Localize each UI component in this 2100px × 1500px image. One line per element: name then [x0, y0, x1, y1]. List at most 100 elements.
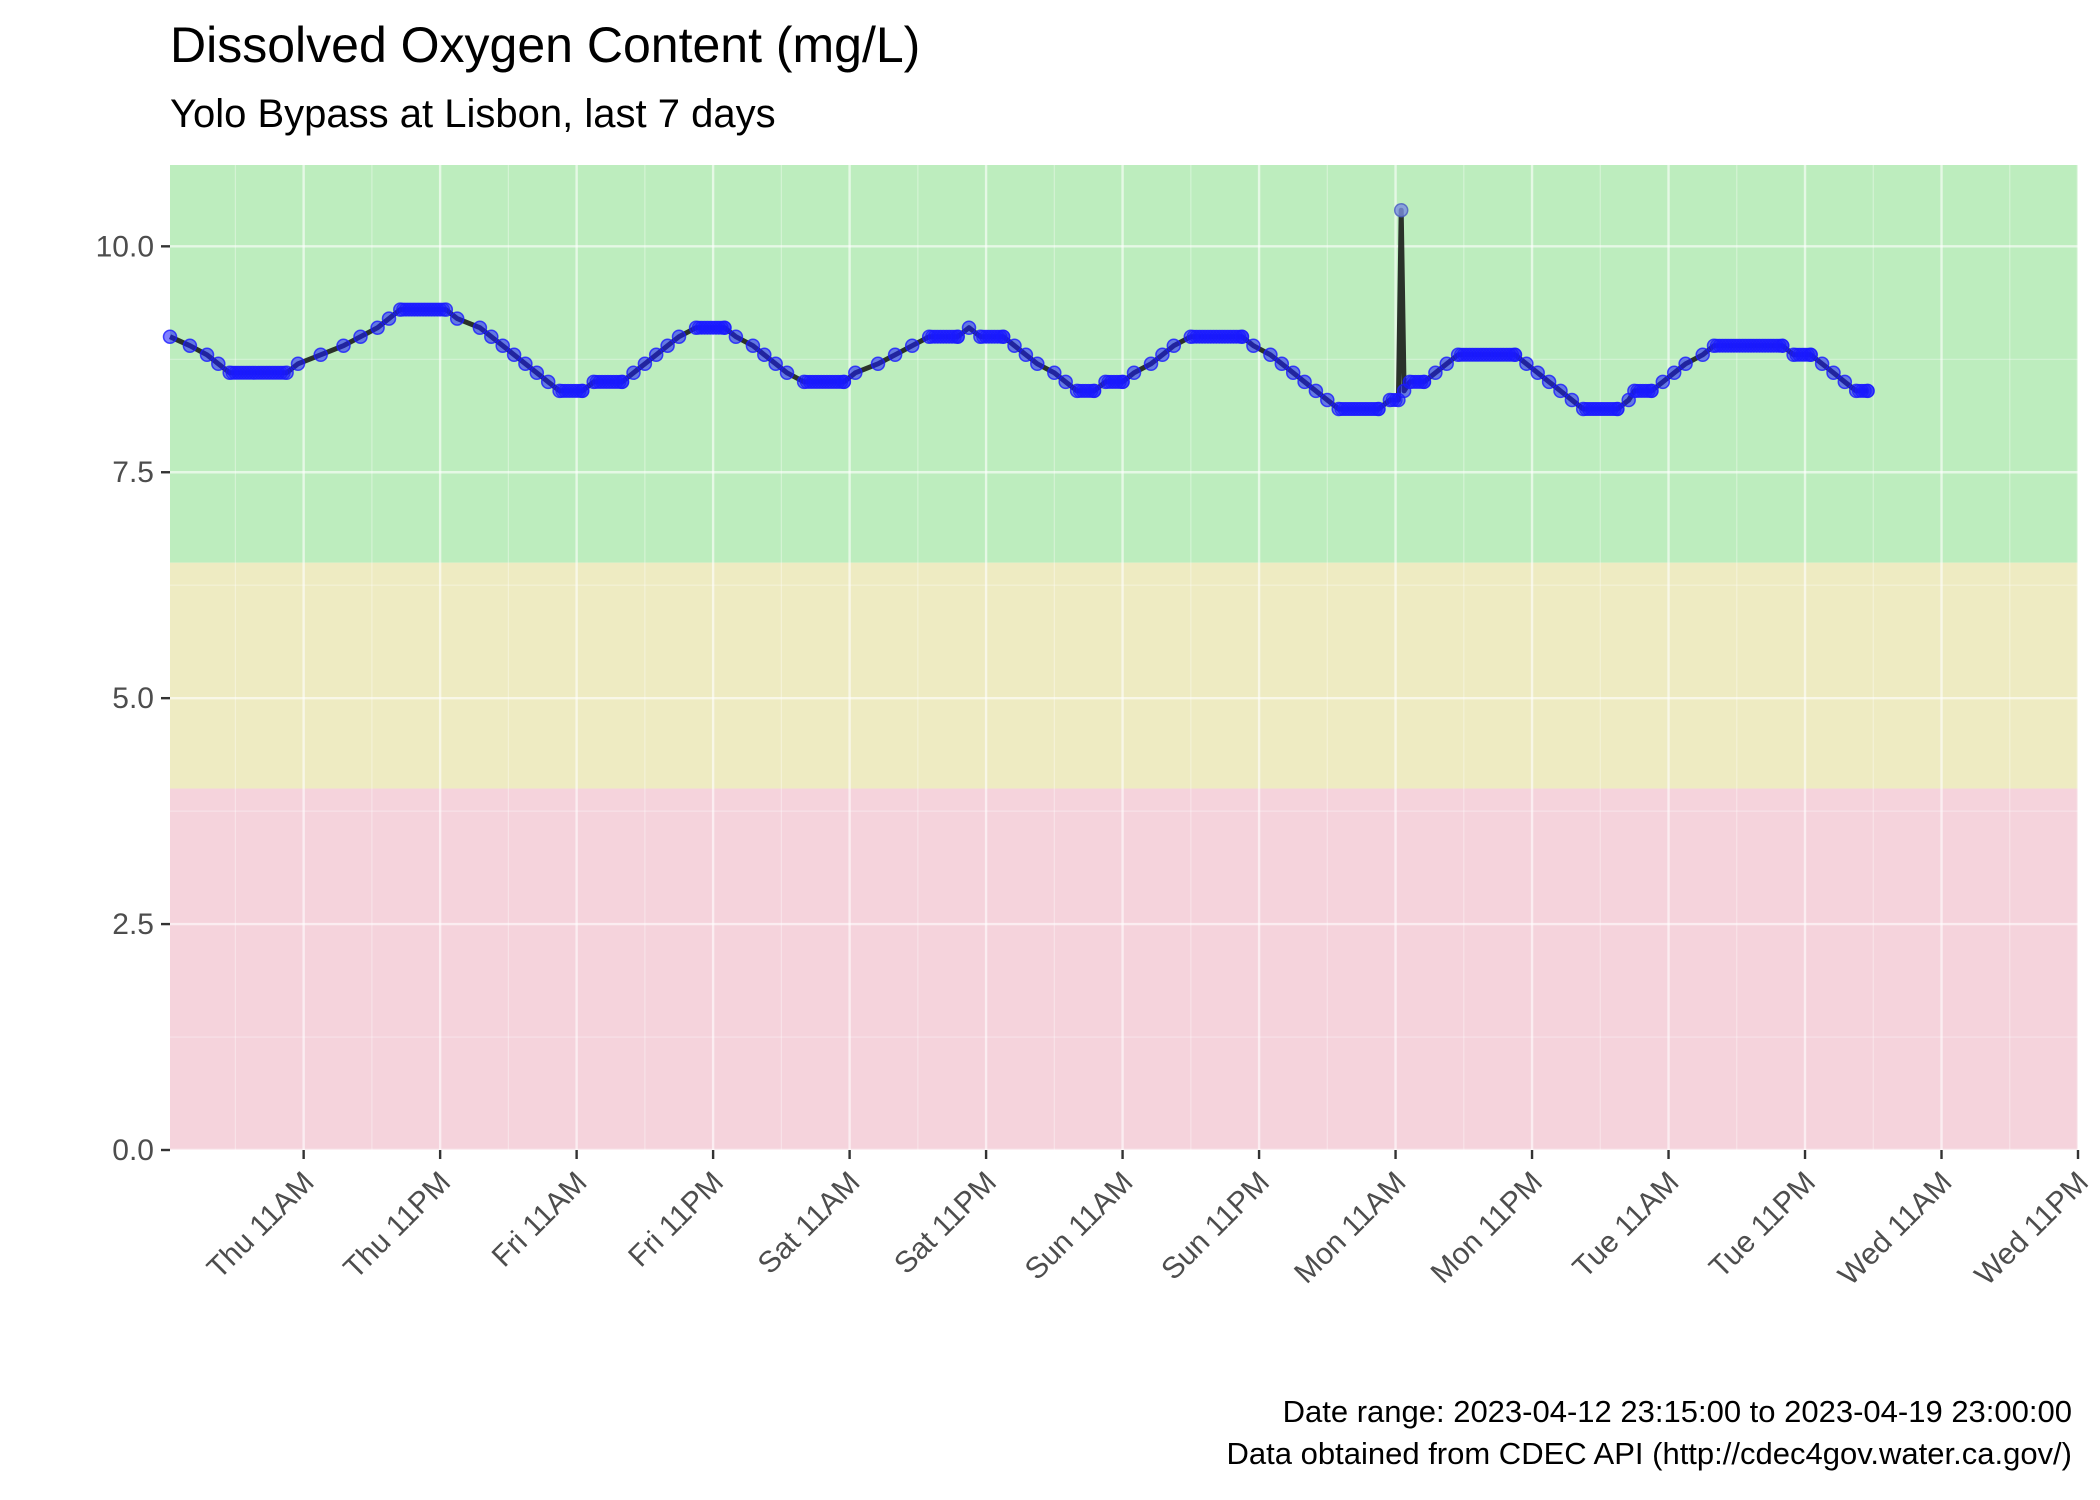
- data-point: [1814, 356, 1830, 372]
- data-point: [222, 365, 237, 381]
- data-point: [1308, 383, 1324, 399]
- x-tick-label: Thu 11AM: [201, 1166, 321, 1286]
- data-point: [1695, 347, 1710, 363]
- data-point: [540, 374, 556, 390]
- data-point: [745, 338, 761, 353]
- data-point: [1069, 383, 1085, 399]
- caption-data-source: Data obtained from CDEC API (http://cdec…: [1226, 1436, 2072, 1471]
- data-point: [1564, 392, 1580, 408]
- data-point: [1285, 365, 1301, 381]
- x-tick-label: Fri 11PM: [622, 1166, 730, 1274]
- caption-date-range: Date range: 2023-04-12 23:15:00 to 2023-…: [1282, 1394, 2072, 1429]
- data-point: [1263, 347, 1278, 363]
- x-tick-label: Thu 11PM: [337, 1166, 457, 1286]
- data-point: [717, 320, 732, 335]
- x-tick-label: Sun 11PM: [1155, 1166, 1276, 1287]
- data-point: [660, 338, 675, 353]
- data-point: [1166, 338, 1182, 353]
- data-point: [1826, 365, 1841, 381]
- data-point: [870, 356, 886, 372]
- data-point: [848, 365, 863, 381]
- data-point: [449, 311, 465, 326]
- y-tick-label: 7.5: [112, 456, 154, 489]
- data-point: [1706, 338, 1722, 353]
- data-point: [506, 347, 522, 363]
- data-point: [1837, 374, 1853, 390]
- data-point: [768, 356, 783, 372]
- data-point: [1274, 356, 1290, 372]
- data-point: [1018, 347, 1034, 363]
- x-tick-label: Sun 11AM: [1019, 1166, 1140, 1287]
- data-point: [1402, 374, 1418, 390]
- gridlines: [170, 165, 2080, 1152]
- data-point: [472, 320, 488, 335]
- data-point: [688, 320, 704, 335]
- data-point: [1183, 329, 1199, 344]
- data-point: [1439, 356, 1454, 372]
- data-point: [1775, 338, 1790, 353]
- data-point: [1541, 374, 1557, 390]
- data-point: [1786, 347, 1801, 363]
- data-point: [393, 302, 408, 317]
- data-point: [1860, 383, 1875, 399]
- data-point: [182, 338, 198, 353]
- data-point: [336, 338, 351, 353]
- x-axis: Thu 11AM Thu 11PM Fri 11AM Fri 11PM Sat 11AM…: [201, 1150, 2095, 1292]
- band-2: [170, 165, 2078, 563]
- series-points: [162, 202, 1875, 417]
- data-point: [1058, 374, 1073, 390]
- data-point: [671, 329, 687, 344]
- data-point: [904, 338, 920, 353]
- x-tick-label: Tue 11AM: [1567, 1166, 1686, 1285]
- data-point: [1575, 401, 1591, 417]
- data-point: [1655, 374, 1671, 390]
- data-point: [1644, 383, 1659, 399]
- data-point: [484, 329, 499, 344]
- data-point: [1320, 392, 1335, 408]
- x-tick-label: Mon 11AM: [1288, 1166, 1412, 1290]
- data-point: [1610, 401, 1625, 417]
- chart-subtitle: Yolo Bypass at Lisbon, last 7 days: [170, 92, 776, 136]
- data-point: [961, 320, 977, 335]
- band-1: [170, 562, 2078, 789]
- data-point: [1416, 374, 1432, 390]
- data-point: [353, 329, 368, 344]
- x-tick-label: Mon 11PM: [1425, 1166, 1549, 1290]
- data-point: [1553, 383, 1568, 399]
- data-point: [1234, 329, 1250, 344]
- data-point: [887, 347, 903, 363]
- data-point: [1678, 356, 1693, 372]
- data-point: [552, 383, 567, 399]
- data-point: [1666, 365, 1682, 381]
- x-tick-label: Fri 11AM: [486, 1166, 594, 1274]
- data-point: [1627, 383, 1642, 399]
- data-point: [950, 329, 965, 344]
- threshold-bands: [170, 165, 2078, 1150]
- data-point: [1155, 347, 1170, 363]
- data-point: [1086, 383, 1102, 399]
- data-point: [1143, 356, 1159, 372]
- data-point: [728, 329, 744, 344]
- data-point: [1126, 365, 1142, 381]
- data-point: [1519, 356, 1534, 372]
- data-point: [1297, 374, 1312, 390]
- y-tick-label: 0.0: [112, 1134, 154, 1167]
- y-tick-label: 2.5: [112, 908, 154, 941]
- data-point: [779, 365, 795, 381]
- data-point: [1007, 338, 1022, 353]
- data-point: [438, 302, 454, 317]
- data-point: [529, 365, 545, 381]
- band-0: [170, 788, 2078, 1150]
- data-point: [614, 374, 630, 390]
- data-point: [162, 329, 178, 344]
- data-point: [1507, 347, 1523, 363]
- data-point: [1115, 374, 1130, 390]
- data-point: [575, 383, 590, 399]
- data-point: [1098, 374, 1113, 390]
- data-point: [1450, 347, 1466, 363]
- data-point: [313, 347, 328, 363]
- data-point: [995, 329, 1011, 344]
- x-tick-label: Tue 11PM: [1703, 1166, 1822, 1285]
- data-point: [1803, 347, 1818, 363]
